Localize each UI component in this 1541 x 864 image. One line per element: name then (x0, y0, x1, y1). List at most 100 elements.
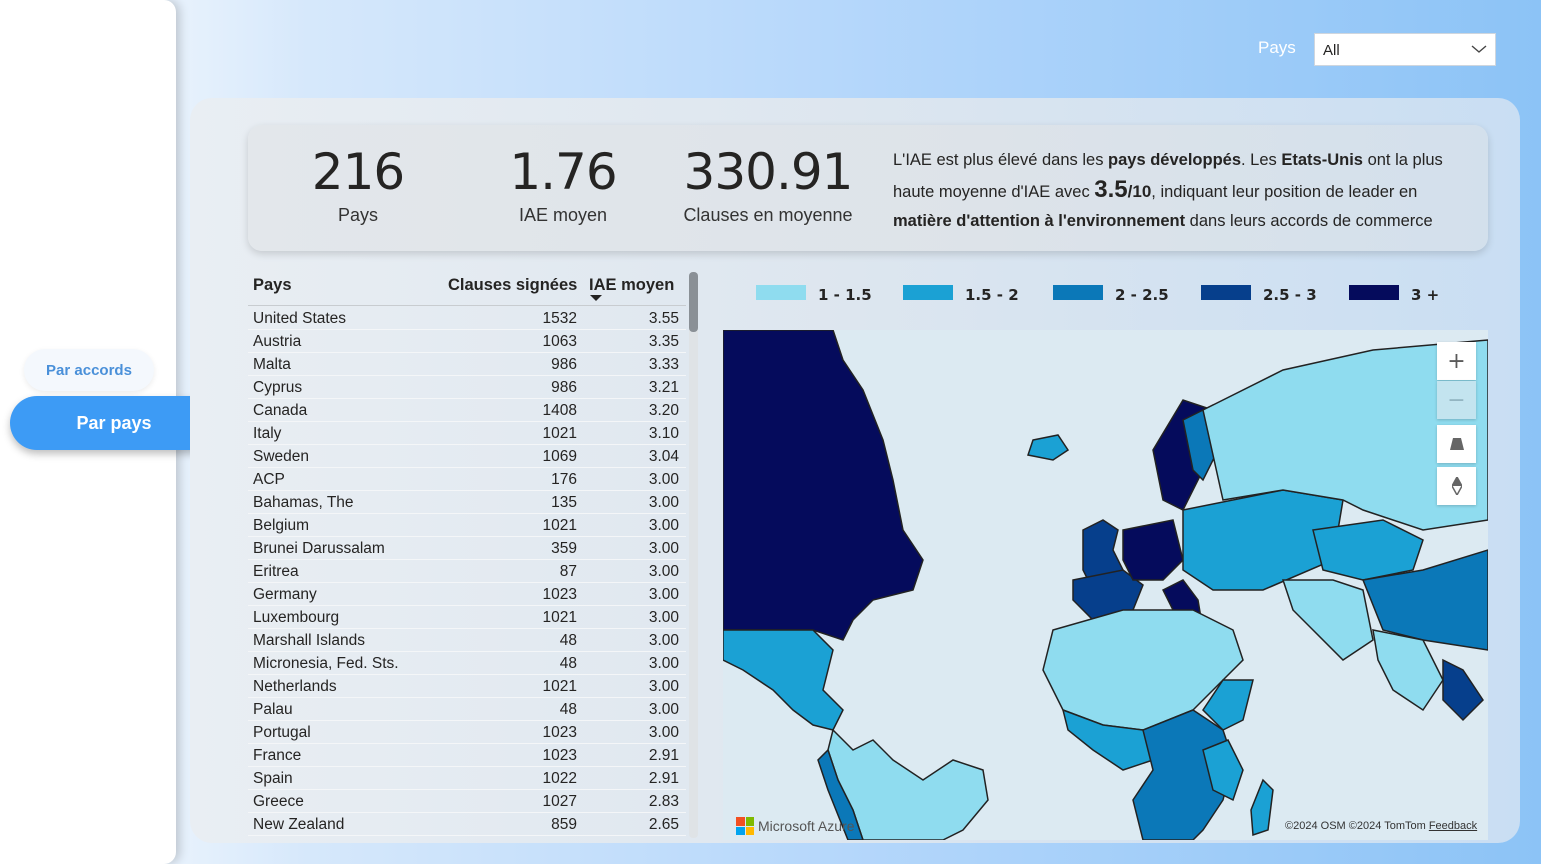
legend-label: 2 - 2.5 (1115, 286, 1169, 304)
cell-clauses: 1532 (542, 310, 577, 327)
cell-iae: 2.91 (648, 747, 679, 764)
table-header: Pays Clauses signées IAE moyen (248, 268, 686, 306)
cell-pays: Palau (253, 701, 293, 718)
legend-label: 1 - 1.5 (818, 286, 872, 304)
table-row[interactable]: Belgium 1021 3.00 (248, 514, 686, 537)
table-row[interactable]: Marshall Islands 48 3.00 (248, 629, 686, 652)
kpi-iae-moyen: 1.76 IAE moyen (488, 143, 638, 226)
table-row[interactable]: Sweden 1069 3.04 (248, 445, 686, 468)
cell-iae: 3.10 (648, 425, 679, 442)
table-row[interactable]: Eritrea 87 3.00 (248, 560, 686, 583)
kpi-label: Pays (337, 205, 379, 225)
cell-iae: 3.00 (648, 632, 679, 649)
col-header-iae[interactable]: IAE moyen (589, 276, 675, 294)
map-copyright: ©2024 OSM ©2024 TomTom Feedback (1285, 820, 1478, 832)
legend-label: 2.5 - 3 (1263, 286, 1317, 304)
table-row[interactable]: Malta 986 3.33 (248, 353, 686, 376)
cell-iae: 3.33 (648, 356, 679, 373)
table-row[interactable]: Italy 1021 3.10 (248, 422, 686, 445)
zoom-in-button[interactable]: + (1437, 342, 1476, 380)
cell-pays: Bahamas, The (253, 494, 354, 511)
table-row[interactable]: Luxembourg 1021 3.00 (248, 606, 686, 629)
pays-filter-value: All (1323, 42, 1340, 59)
tilt-button[interactable] (1437, 425, 1476, 463)
cell-pays: Canada (253, 402, 308, 419)
table-row[interactable]: Germany 1023 3.00 (248, 583, 686, 606)
table-row[interactable]: Austria 1063 3.35 (248, 330, 686, 353)
table-row[interactable]: Netherlands 1021 3.00 (248, 675, 686, 698)
table-row[interactable]: France 1023 2.91 (248, 744, 686, 767)
cell-pays: Belgium (253, 517, 309, 534)
cell-clauses: 176 (551, 471, 577, 488)
table-row[interactable]: Bahamas, The 135 3.00 (248, 491, 686, 514)
col-header-pays[interactable]: Pays (253, 276, 292, 294)
table-row[interactable]: Canada 1408 3.20 (248, 399, 686, 422)
kpi-value: 216 (311, 143, 405, 201)
microsoft-logo-icon (736, 817, 754, 835)
table-row[interactable]: Greece 1027 2.83 (248, 790, 686, 813)
table-body: United States 1532 3.55 Austria 1063 3.35 Malt… (248, 307, 686, 836)
nav-par-accords-button[interactable]: Par accords (24, 349, 154, 391)
insight-text: L'IAE est plus élevé dans les pays dével… (893, 151, 1443, 230)
pays-filter-label: Pays (1258, 38, 1296, 57)
zoom-out-button[interactable]: − (1437, 381, 1476, 419)
legend-swatch (1053, 285, 1103, 300)
cell-iae: 3.00 (648, 655, 679, 672)
cell-clauses: 1063 (542, 333, 577, 350)
legend-swatch (756, 285, 806, 300)
cell-iae: 3.00 (648, 494, 679, 511)
cell-iae: 3.55 (648, 310, 679, 327)
table-row[interactable]: Palau 48 3.00 (248, 698, 686, 721)
table-row[interactable]: Cyprus 986 3.21 (248, 376, 686, 399)
tilt-icon (1449, 438, 1464, 450)
table-row[interactable]: Spain 1022 2.91 (248, 767, 686, 790)
cell-clauses: 1022 (542, 770, 577, 787)
cell-iae: 3.00 (648, 517, 679, 534)
table-row[interactable]: ACP 176 3.00 (248, 468, 686, 491)
cell-pays: Netherlands (253, 678, 337, 695)
cell-iae: 3.21 (648, 379, 679, 396)
feedback-link[interactable]: Feedback (1428, 820, 1478, 832)
cell-pays: Portugal (253, 724, 311, 741)
nav-par-pays-button[interactable]: Par pays (10, 396, 218, 450)
rotate-button[interactable] (1437, 467, 1476, 505)
pays-filter-dropdown[interactable]: All (1314, 33, 1496, 66)
cell-pays: Germany (253, 586, 317, 603)
microsoft-azure-logo: Microsoft Azure (736, 817, 854, 835)
cell-pays: France (253, 747, 302, 764)
cell-pays: Cyprus (253, 379, 303, 396)
cell-clauses: 1408 (542, 402, 577, 419)
legend-swatch (1349, 285, 1399, 300)
table-scrollbar-thumb[interactable] (689, 272, 698, 332)
col-header-clauses[interactable]: Clauses signées (448, 276, 578, 294)
choropleth-map[interactable] (723, 330, 1488, 840)
table-row[interactable]: United States 1532 3.55 (248, 307, 686, 330)
cell-iae: 3.00 (648, 540, 679, 557)
table-row[interactable]: New Zealand 859 2.65 (248, 813, 686, 836)
cell-pays: Malta (253, 356, 291, 373)
cell-pays: Micronesia, Fed. Sts. (253, 655, 399, 672)
cell-iae: 3.00 (648, 609, 679, 626)
cell-pays: Brunei Darussalam (253, 540, 385, 557)
cell-iae: 3.00 (648, 586, 679, 603)
cell-clauses: 1023 (542, 586, 577, 603)
cell-pays: Austria (253, 333, 302, 350)
legend-label: 3 + (1411, 286, 1440, 304)
sort-desc-icon (590, 295, 602, 301)
cell-clauses: 986 (551, 356, 577, 373)
table-row[interactable]: Micronesia, Fed. Sts. 48 3.00 (248, 652, 686, 675)
cell-clauses: 1021 (542, 425, 577, 442)
cell-clauses: 359 (551, 540, 577, 557)
legend-swatch (1201, 285, 1251, 300)
cell-iae: 3.00 (648, 563, 679, 580)
table-row[interactable]: Portugal 1023 3.00 (248, 721, 686, 744)
cell-iae: 3.35 (648, 333, 679, 350)
cell-pays: Sweden (253, 448, 310, 465)
cell-pays: Eritrea (253, 563, 299, 580)
cell-clauses: 48 (559, 632, 577, 649)
table-scrollbar-track[interactable] (689, 272, 698, 838)
table-row[interactable]: Brunei Darussalam 359 3.00 (248, 537, 686, 560)
cell-clauses: 48 (559, 701, 577, 718)
cell-clauses: 1023 (542, 747, 577, 764)
cell-pays: New Zealand (253, 816, 345, 833)
